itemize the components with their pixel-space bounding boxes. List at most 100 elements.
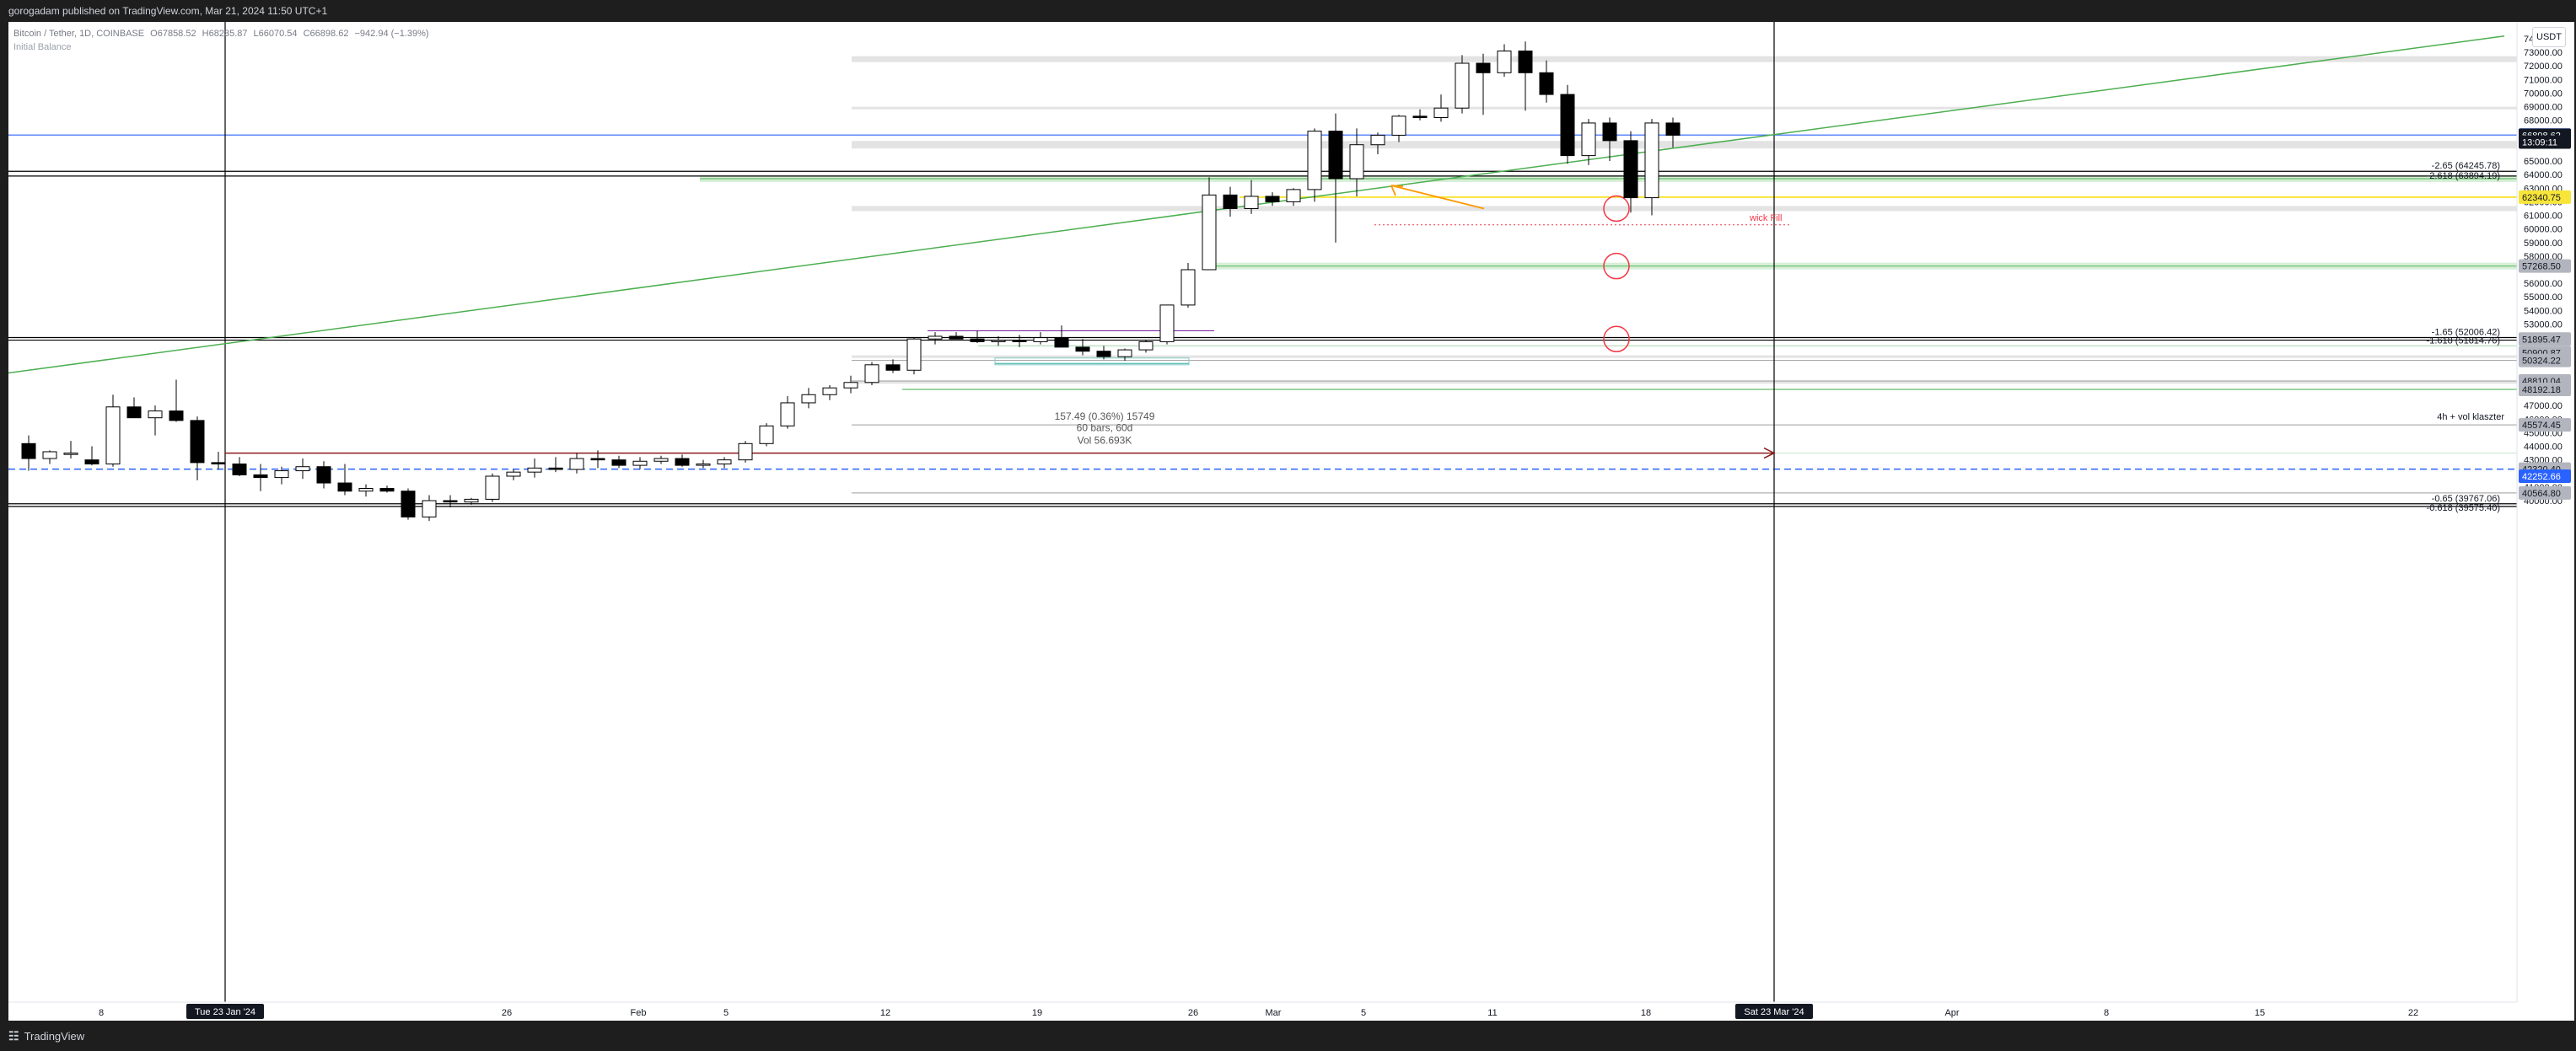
tradingview-logo-icon: ☷ [8, 1029, 19, 1043]
ohlc-close: C66898.62 [303, 29, 349, 39]
candle [1560, 94, 1575, 157]
level-band [852, 141, 2517, 149]
orange-arrow [1390, 185, 1485, 210]
candle [738, 442, 753, 461]
candle [759, 425, 774, 444]
price-tick: 55000.00 [2524, 292, 2563, 303]
ohlc-high: H68235.87 [202, 29, 248, 39]
time-tick: Feb [631, 1008, 647, 1018]
candle [717, 459, 732, 464]
time-tick: 22 [2408, 1008, 2418, 1018]
time-highlight-bg [1735, 1004, 1813, 1019]
candle [1307, 131, 1322, 190]
time-tick: 18 [1641, 1008, 1651, 1018]
indicator-label[interactable]: Initial Balance [13, 42, 72, 52]
candle [569, 458, 584, 470]
candle [632, 460, 648, 466]
publisher-bar: gorogadam published on TradingView.com, … [0, 0, 2576, 22]
time-tick: 11 [1487, 1008, 1497, 1018]
price-label: 51895.47 [2522, 335, 2561, 345]
candle [928, 335, 943, 340]
candle [1433, 107, 1449, 118]
candle [843, 382, 858, 389]
level-band [852, 106, 2517, 110]
candle [63, 453, 78, 455]
candle [696, 463, 711, 466]
candle [1497, 51, 1512, 73]
candle [148, 410, 163, 419]
range-stats: 60 bars, 60d [1077, 421, 1133, 433]
candle [780, 402, 795, 426]
range-box [994, 357, 1190, 366]
fib-label: -0.618 (39575.40) [2427, 503, 2500, 513]
candle [21, 442, 36, 459]
symbol-title[interactable]: Bitcoin / Tether, 1D, COINBASE [13, 29, 145, 39]
price-axis-bg [2517, 22, 2574, 1021]
candle [422, 500, 437, 517]
fib-label: -2.618 (63894.19) [2427, 171, 2500, 181]
fib-label: -1.65 (52006.42) [2432, 327, 2500, 337]
candle [126, 406, 142, 419]
time-tick: 5 [1361, 1008, 1366, 1018]
candle [527, 467, 542, 473]
tradingview-logo[interactable]: ☷ TradingView [8, 1022, 84, 1051]
time-tick: 19 [1032, 1008, 1042, 1018]
candle [970, 338, 985, 342]
candle [1665, 122, 1681, 136]
candle [358, 487, 374, 492]
currency-button[interactable]: USDT [2532, 27, 2566, 47]
chart-area[interactable]: -2.65 (64245.78) -2.618 (63894.19) -1.65 (… [8, 22, 2574, 1021]
range-arrowhead [1763, 447, 1776, 459]
candle [485, 475, 500, 500]
candle [1244, 196, 1259, 209]
candle [1075, 346, 1090, 352]
time-highlight-bg [186, 1004, 264, 1019]
candle [401, 491, 416, 517]
price-tick: 45000.00 [2524, 428, 2563, 438]
candle [1286, 189, 1301, 202]
price-label-bg [2519, 190, 2571, 204]
candle [864, 364, 879, 383]
time-tick: 8 [99, 1008, 104, 1018]
candle [1455, 62, 1470, 109]
price-label: 62340.75 [2522, 193, 2561, 203]
candle [84, 459, 99, 464]
wick-fill-label: wick Fill [1749, 213, 1783, 223]
candle [379, 487, 395, 492]
vol-cluster-label: 4h + vol klaszter [2437, 412, 2504, 422]
candle [653, 458, 669, 462]
candle [1180, 269, 1196, 306]
ohlc-change: −942.94 (−1.39%) [354, 29, 429, 39]
orange-arrowhead [1390, 185, 1404, 196]
fib-label: -0.65 (39767.06) [2432, 494, 2500, 504]
candle [801, 394, 816, 404]
candle [590, 458, 605, 461]
candle [316, 466, 331, 484]
price-tick: 68000.00 [2524, 116, 2563, 126]
price-tick: 71000.00 [2524, 75, 2563, 85]
footer-bar: ☷ TradingView [0, 1022, 2576, 1051]
time-tick: Mar [1266, 1008, 1282, 1018]
time-tick: 26 [1188, 1008, 1198, 1018]
candle [1391, 115, 1406, 136]
candle [1012, 340, 1027, 342]
candle [1159, 304, 1175, 342]
candle [1328, 131, 1343, 180]
chart-canvas[interactable]: -2.65 (64245.78)-2.618 (63894.19) -1.65 (… [8, 22, 2574, 1021]
candle [295, 466, 310, 472]
price-label: 42252.66 [2522, 472, 2561, 482]
symbol-legend: Bitcoin / Tether, 1D, COINBASE O67858.52… [13, 27, 429, 54]
price-label-bg [2519, 485, 2571, 500]
price-tick: 54000.00 [2524, 306, 2563, 316]
price-tick: 69000.00 [2524, 103, 2563, 113]
candle [1623, 140, 1638, 199]
candle [991, 340, 1006, 342]
candle [443, 500, 458, 503]
price-label: 50324.22 [2522, 357, 2561, 367]
candle [1370, 134, 1385, 146]
publisher-text: gorogadam published on TradingView.com, … [8, 5, 328, 17]
target-circle [1603, 252, 1630, 280]
fib-label: -1.618 (51814.76) [2427, 336, 2500, 346]
time-tick: Apr [1944, 1008, 1959, 1018]
candle [1138, 341, 1154, 351]
